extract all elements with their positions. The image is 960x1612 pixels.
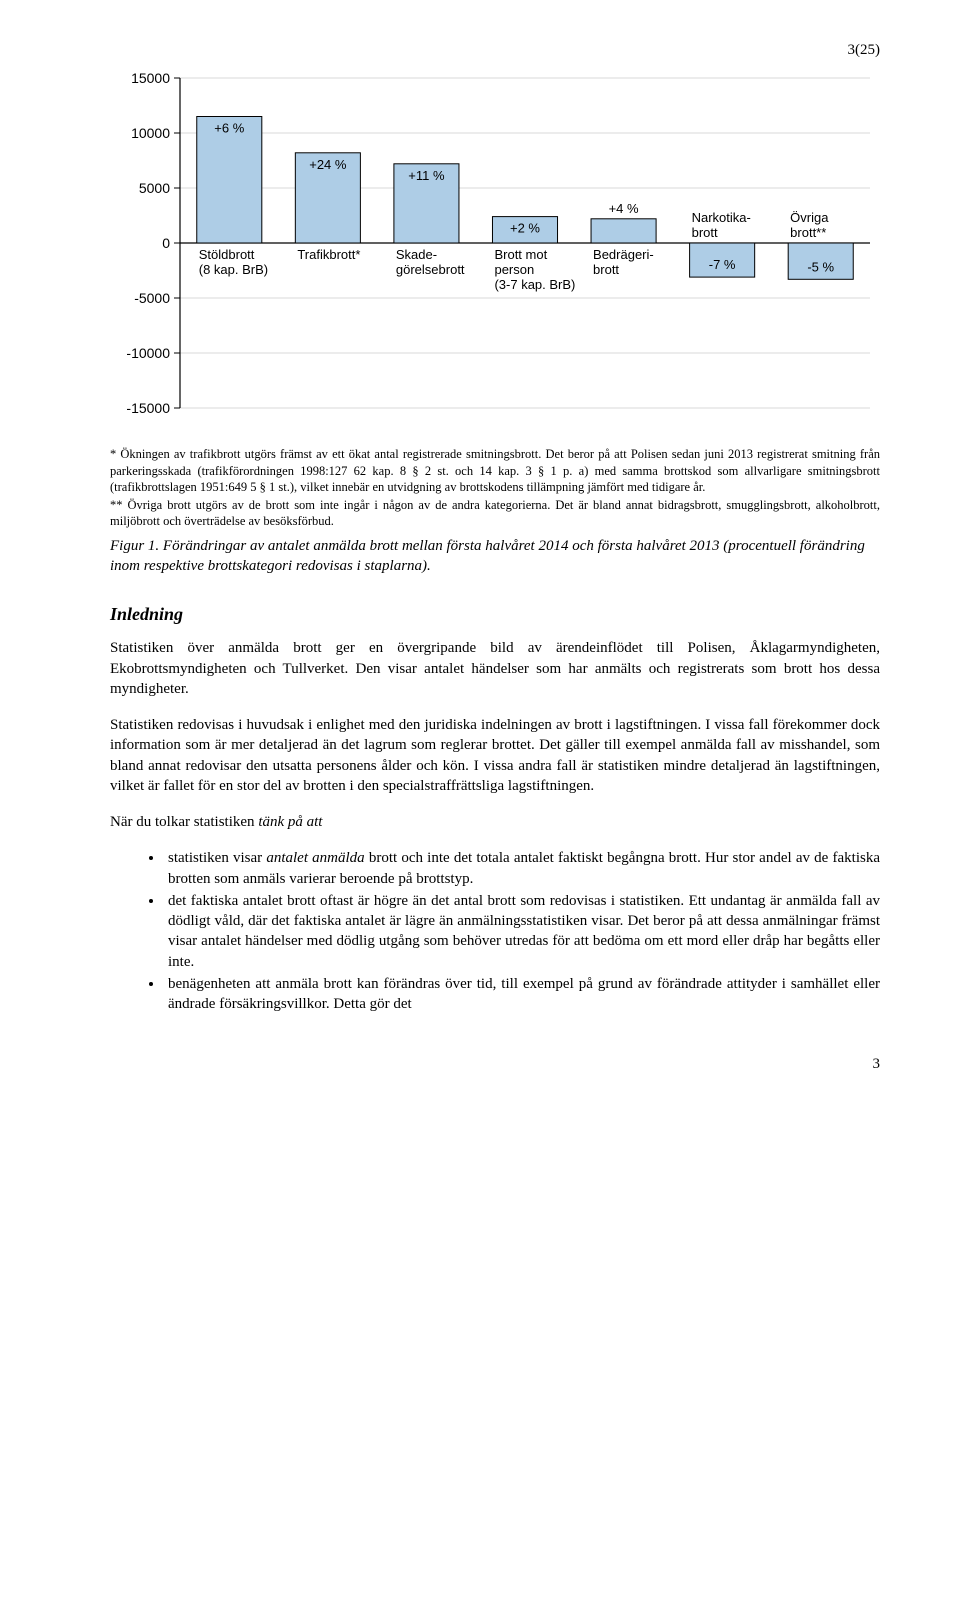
paragraph-2: Statistiken redovisas i huvudsak i enlig… (110, 715, 880, 796)
svg-text:+6 %: +6 % (214, 121, 244, 136)
svg-text:-10000: -10000 (126, 345, 170, 361)
svg-text:+2 %: +2 % (510, 221, 540, 236)
paragraph-1: Statistiken över anmälda brott ger en öv… (110, 638, 880, 699)
para3-emph: tänk på att (258, 814, 322, 830)
svg-text:Skade-: Skade- (396, 247, 437, 262)
svg-text:10000: 10000 (131, 125, 170, 141)
svg-text:+4 %: +4 % (609, 201, 639, 216)
list-item: benägenheten att anmäla brott kan föränd… (164, 974, 880, 1015)
svg-text:15000: 15000 (131, 70, 170, 86)
svg-text:Bedrägeri-: Bedrägeri- (593, 247, 654, 262)
list-item: det faktiska antalet brott oftast är hög… (164, 891, 880, 972)
svg-text:görelsebrott: görelsebrott (396, 262, 465, 277)
svg-text:-5 %: -5 % (807, 260, 834, 275)
bar-chart: -15000 -10000 -5000 0 5000 10000 15000 +6 % Stöl… (110, 68, 880, 428)
svg-text:0: 0 (162, 235, 170, 251)
paragraph-3: När du tolkar statistiken tänk på att (110, 812, 880, 832)
list-item: statistiken visar antalet anmälda brott … (164, 848, 880, 889)
svg-text:+11 %: +11 % (408, 168, 445, 183)
svg-text:Narkotika-: Narkotika- (692, 210, 751, 225)
svg-text:Brott mot: Brott mot (494, 247, 547, 262)
svg-text:(8 kap. BrB): (8 kap. BrB) (199, 262, 268, 277)
figure-caption: Figur 1. Förändringar av antalet anmälda… (110, 536, 880, 577)
page-number-bottom: 3 (110, 1054, 880, 1074)
section-heading: Inledning (110, 602, 880, 626)
svg-text:Stöldbrott: Stöldbrott (199, 247, 255, 262)
svg-text:+24 %: +24 % (309, 157, 347, 172)
bullet-text-pre: statistiken visar (168, 850, 266, 866)
footnote-2: ** Övriga brott utgörs av de brott som i… (110, 497, 880, 530)
footnote-1: * Ökningen av trafikbrott utgörs främst … (110, 446, 880, 495)
page-number-top: 3(25) (110, 40, 880, 60)
para3-prefix: När du tolkar statistiken (110, 814, 258, 830)
svg-text:brott: brott (593, 262, 619, 277)
bullet-text-pre: det faktiska antalet brott oftast är hög… (168, 893, 880, 970)
svg-text:-7 %: -7 % (709, 257, 736, 272)
svg-text:-5000: -5000 (134, 290, 170, 306)
svg-text:Trafikbrott*: Trafikbrott* (297, 247, 360, 262)
svg-text:-15000: -15000 (126, 400, 170, 416)
bullet-list: statistiken visar antalet anmälda brott … (110, 848, 880, 1014)
svg-text:brott: brott (692, 225, 718, 240)
svg-text:Övriga: Övriga (790, 210, 829, 225)
svg-text:(3-7 kap. BrB): (3-7 kap. BrB) (494, 277, 575, 292)
bullet-text-emph: antalet anmälda (266, 850, 364, 866)
bullet-text-pre: benägenheten att anmäla brott kan föränd… (168, 976, 880, 1012)
svg-text:person: person (494, 262, 534, 277)
svg-text:5000: 5000 (139, 180, 170, 196)
svg-text:brott**: brott** (790, 225, 826, 240)
